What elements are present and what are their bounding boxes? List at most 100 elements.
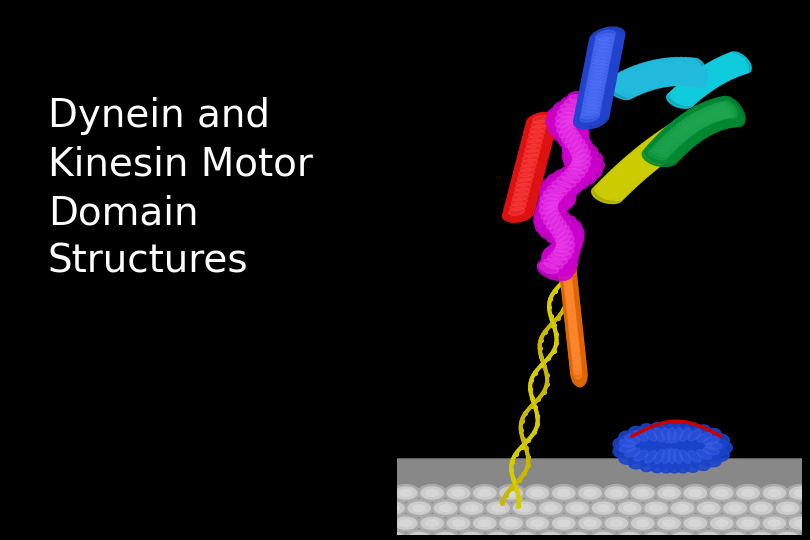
Ellipse shape (502, 204, 535, 222)
Ellipse shape (619, 440, 635, 447)
Ellipse shape (539, 262, 559, 274)
Ellipse shape (750, 532, 773, 540)
Ellipse shape (700, 439, 732, 456)
Ellipse shape (569, 95, 589, 105)
Ellipse shape (676, 423, 699, 450)
Ellipse shape (562, 277, 578, 303)
Ellipse shape (582, 68, 617, 89)
Ellipse shape (665, 125, 694, 146)
Ellipse shape (666, 132, 685, 143)
Ellipse shape (525, 144, 541, 152)
Ellipse shape (518, 505, 531, 511)
Ellipse shape (547, 238, 582, 259)
Ellipse shape (795, 520, 807, 526)
Ellipse shape (540, 255, 576, 276)
Ellipse shape (678, 114, 711, 137)
Ellipse shape (521, 132, 553, 150)
Ellipse shape (589, 30, 625, 51)
Ellipse shape (790, 517, 810, 529)
Ellipse shape (706, 442, 722, 449)
Ellipse shape (640, 446, 665, 471)
Ellipse shape (542, 247, 578, 267)
Ellipse shape (653, 59, 677, 86)
Ellipse shape (580, 112, 599, 122)
Ellipse shape (701, 64, 727, 83)
Ellipse shape (524, 122, 556, 140)
Ellipse shape (616, 162, 647, 181)
Ellipse shape (651, 147, 671, 157)
Ellipse shape (624, 535, 636, 540)
Ellipse shape (530, 125, 546, 133)
Ellipse shape (587, 37, 623, 58)
Ellipse shape (640, 142, 671, 161)
Ellipse shape (645, 450, 657, 463)
Ellipse shape (697, 434, 729, 452)
Ellipse shape (710, 517, 733, 529)
Ellipse shape (573, 109, 609, 129)
Ellipse shape (619, 502, 641, 514)
Ellipse shape (654, 144, 673, 154)
Ellipse shape (400, 520, 411, 526)
Ellipse shape (631, 65, 658, 90)
Ellipse shape (551, 216, 577, 247)
Ellipse shape (563, 262, 571, 278)
Ellipse shape (543, 178, 578, 199)
Ellipse shape (654, 484, 683, 502)
Ellipse shape (716, 490, 728, 496)
Ellipse shape (691, 429, 721, 449)
Ellipse shape (550, 217, 563, 234)
Ellipse shape (705, 100, 734, 128)
Ellipse shape (673, 86, 700, 103)
Ellipse shape (686, 109, 718, 133)
Ellipse shape (715, 103, 731, 119)
Ellipse shape (520, 164, 536, 172)
Ellipse shape (694, 530, 723, 540)
Ellipse shape (576, 515, 604, 532)
Ellipse shape (509, 180, 540, 198)
Ellipse shape (553, 115, 584, 141)
Ellipse shape (694, 105, 725, 131)
Ellipse shape (629, 515, 657, 532)
Ellipse shape (673, 449, 682, 464)
Ellipse shape (553, 101, 590, 120)
Ellipse shape (556, 119, 573, 133)
Ellipse shape (421, 517, 443, 529)
Ellipse shape (729, 535, 741, 540)
Ellipse shape (613, 442, 646, 459)
Ellipse shape (728, 52, 751, 73)
Ellipse shape (710, 98, 739, 127)
Ellipse shape (573, 360, 582, 375)
Ellipse shape (556, 112, 575, 123)
Ellipse shape (642, 147, 678, 166)
Ellipse shape (725, 53, 748, 74)
Ellipse shape (707, 105, 723, 120)
Ellipse shape (561, 263, 577, 289)
Ellipse shape (536, 530, 565, 540)
Ellipse shape (555, 226, 569, 242)
Ellipse shape (696, 69, 722, 87)
Ellipse shape (540, 194, 561, 204)
Ellipse shape (691, 446, 721, 467)
Ellipse shape (650, 535, 662, 540)
Ellipse shape (563, 286, 579, 313)
Ellipse shape (595, 33, 615, 44)
Ellipse shape (553, 169, 589, 190)
Ellipse shape (777, 532, 799, 540)
Ellipse shape (667, 123, 697, 144)
Ellipse shape (667, 448, 676, 463)
Ellipse shape (586, 48, 621, 68)
Ellipse shape (565, 161, 602, 180)
Ellipse shape (566, 145, 598, 171)
Ellipse shape (484, 500, 512, 517)
Ellipse shape (694, 500, 723, 517)
Ellipse shape (585, 88, 604, 98)
Ellipse shape (760, 515, 788, 532)
Ellipse shape (589, 64, 609, 75)
Ellipse shape (522, 159, 537, 167)
Ellipse shape (566, 295, 574, 310)
Ellipse shape (742, 520, 754, 526)
Ellipse shape (561, 96, 596, 117)
Ellipse shape (702, 107, 718, 122)
Ellipse shape (492, 505, 504, 511)
Ellipse shape (466, 535, 478, 540)
